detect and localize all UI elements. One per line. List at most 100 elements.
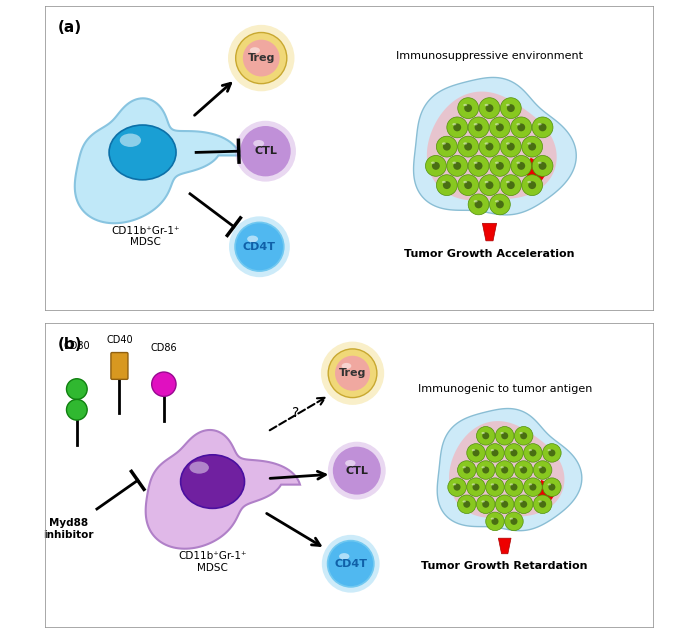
Circle shape [496, 427, 514, 445]
Ellipse shape [500, 432, 504, 434]
Circle shape [486, 181, 493, 189]
Text: Tumor Growth Acceleration: Tumor Growth Acceleration [404, 249, 575, 259]
Circle shape [468, 194, 489, 215]
Circle shape [539, 124, 547, 131]
Ellipse shape [472, 449, 475, 451]
Ellipse shape [474, 123, 477, 126]
Circle shape [542, 444, 561, 462]
Ellipse shape [431, 162, 435, 164]
Ellipse shape [538, 123, 542, 126]
Ellipse shape [463, 143, 467, 145]
Circle shape [463, 501, 470, 508]
Circle shape [491, 450, 498, 456]
Ellipse shape [517, 123, 520, 126]
Circle shape [333, 448, 380, 494]
Circle shape [507, 104, 514, 112]
Ellipse shape [510, 483, 513, 486]
Circle shape [453, 162, 461, 170]
Circle shape [505, 512, 524, 531]
Text: Immunogenic to tumor antigen: Immunogenic to tumor antigen [417, 384, 592, 394]
Circle shape [229, 216, 290, 277]
Circle shape [464, 143, 472, 151]
Polygon shape [437, 408, 582, 531]
Circle shape [482, 467, 489, 474]
Circle shape [454, 484, 461, 491]
Circle shape [507, 143, 514, 151]
Circle shape [335, 356, 370, 391]
Ellipse shape [109, 125, 176, 180]
Circle shape [486, 104, 493, 112]
Ellipse shape [342, 363, 352, 369]
Circle shape [489, 155, 510, 176]
Circle shape [505, 444, 524, 462]
Circle shape [473, 484, 480, 491]
Circle shape [458, 136, 479, 157]
Circle shape [328, 442, 386, 500]
Polygon shape [427, 91, 556, 200]
Circle shape [467, 444, 485, 462]
Circle shape [475, 162, 482, 170]
Circle shape [510, 484, 517, 491]
Circle shape [496, 200, 504, 209]
Circle shape [514, 495, 533, 514]
Polygon shape [536, 480, 559, 504]
Circle shape [443, 181, 451, 189]
Ellipse shape [482, 500, 485, 503]
Ellipse shape [495, 123, 499, 126]
Ellipse shape [491, 449, 494, 451]
Ellipse shape [517, 162, 520, 164]
Circle shape [473, 450, 480, 456]
Polygon shape [525, 158, 549, 185]
Text: (b): (b) [57, 337, 82, 352]
Circle shape [458, 495, 476, 514]
Ellipse shape [345, 460, 356, 467]
Polygon shape [75, 98, 240, 223]
Circle shape [321, 342, 384, 405]
Ellipse shape [253, 140, 264, 147]
Ellipse shape [506, 181, 510, 183]
Ellipse shape [463, 500, 466, 503]
Ellipse shape [495, 162, 499, 164]
Circle shape [533, 461, 552, 479]
Circle shape [521, 136, 542, 157]
Ellipse shape [472, 483, 475, 486]
Ellipse shape [506, 104, 510, 106]
Circle shape [447, 155, 468, 176]
Circle shape [243, 40, 280, 77]
Ellipse shape [519, 500, 523, 503]
Ellipse shape [500, 466, 504, 469]
Polygon shape [449, 421, 565, 518]
Ellipse shape [547, 449, 551, 451]
Ellipse shape [528, 483, 532, 486]
Ellipse shape [527, 143, 531, 145]
Circle shape [228, 25, 294, 91]
Ellipse shape [442, 143, 446, 145]
Circle shape [517, 162, 525, 170]
Circle shape [489, 194, 510, 215]
Ellipse shape [442, 181, 446, 183]
Circle shape [539, 162, 547, 170]
Ellipse shape [500, 500, 504, 503]
Circle shape [532, 117, 553, 138]
Circle shape [453, 124, 461, 131]
Circle shape [236, 32, 287, 84]
Circle shape [235, 223, 284, 271]
Circle shape [510, 518, 517, 525]
Ellipse shape [120, 134, 141, 147]
Circle shape [447, 117, 468, 138]
Text: Immunosuppressive environment: Immunosuppressive environment [396, 51, 583, 61]
Circle shape [486, 478, 504, 496]
Circle shape [549, 450, 556, 456]
Circle shape [511, 155, 532, 176]
Ellipse shape [547, 483, 551, 486]
Ellipse shape [482, 466, 485, 469]
Circle shape [328, 541, 374, 587]
Text: Myd88
inhibitor: Myd88 inhibitor [43, 518, 94, 540]
Circle shape [482, 432, 489, 439]
Circle shape [524, 478, 542, 496]
Ellipse shape [491, 483, 494, 486]
Circle shape [520, 501, 527, 508]
Ellipse shape [538, 500, 542, 503]
Circle shape [528, 143, 536, 151]
Text: Treg: Treg [247, 53, 275, 63]
